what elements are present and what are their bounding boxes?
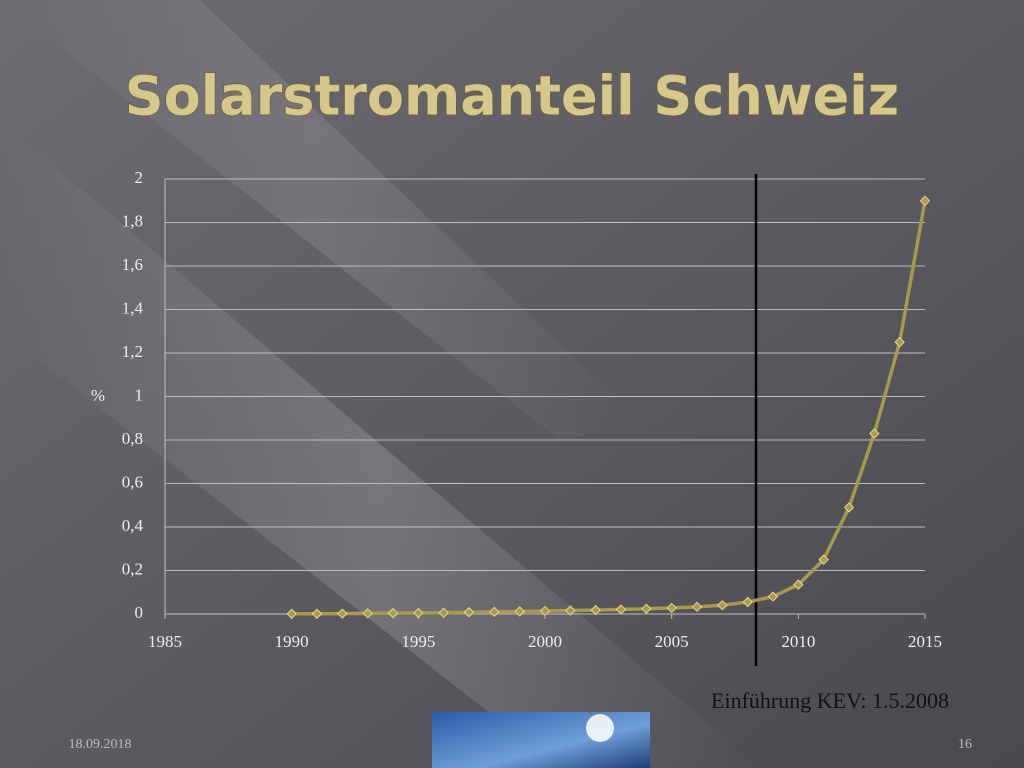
data-point [691, 601, 703, 613]
data-point [463, 607, 475, 618]
light-streak [0, 0, 640, 440]
logo [432, 712, 650, 768]
data-point [565, 605, 576, 616]
data-point [539, 605, 551, 617]
y-axis-label: % [91, 386, 105, 405]
data-point [767, 591, 779, 602]
x-tick-label: 1985 [148, 632, 182, 651]
y-tick-label: 1,8 [122, 211, 143, 230]
data-point [919, 195, 931, 206]
chart-title: Solarstromanteil Schweiz [125, 65, 899, 128]
data-point [590, 604, 601, 616]
data-point [894, 336, 905, 348]
x-tick-label: 1995 [401, 632, 435, 651]
data-point [337, 608, 348, 619]
data-point [666, 602, 677, 614]
page-number: 16 [958, 737, 972, 752]
logo-sun [586, 714, 614, 742]
data-point [793, 579, 804, 590]
data-point [489, 606, 500, 618]
data-point [641, 603, 652, 614]
data-point [311, 608, 323, 619]
data-point [438, 607, 449, 618]
y-tick-label: 2 [135, 168, 144, 187]
data-point [843, 502, 855, 513]
data-point [413, 607, 424, 619]
y-tick-label: 0,6 [122, 472, 143, 491]
data-point [387, 607, 399, 619]
data-point [717, 600, 728, 611]
footer-date: 18.09.2018 [69, 737, 132, 752]
y-tick-label: 1 [135, 385, 144, 404]
y-tick-label: 1,6 [122, 255, 143, 274]
annotation: Einführung KEV: 1.5.2008 [711, 688, 949, 713]
x-tick-label: 2005 [655, 632, 689, 651]
data-point [615, 604, 627, 615]
data-point [742, 596, 753, 608]
y-tick-label: 0,8 [122, 429, 143, 448]
x-tick-label: 2000 [528, 632, 562, 651]
data-point [869, 428, 880, 439]
y-tick-label: 1,4 [122, 298, 144, 317]
x-tick-label: 1990 [275, 632, 309, 651]
y-tick-label: 0 [135, 603, 144, 622]
data-point [362, 608, 373, 619]
data-point [286, 608, 297, 619]
x-tick-label: 2015 [908, 632, 942, 651]
data-point [514, 606, 525, 617]
y-tick-label: 0,4 [122, 516, 144, 535]
x-tick-label: 2010 [781, 632, 815, 651]
y-tick-label: 1,2 [122, 342, 143, 361]
y-tick-label: 0,2 [122, 559, 143, 578]
data-point [818, 554, 829, 565]
